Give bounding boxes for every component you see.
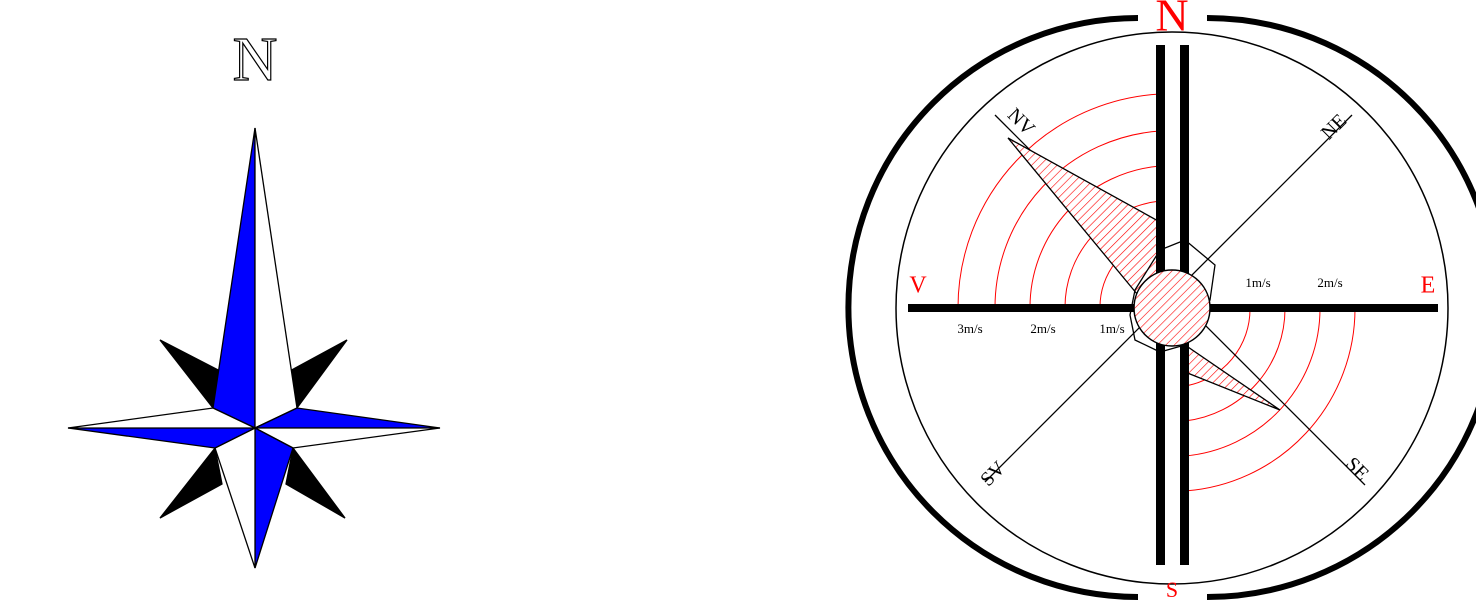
south-label: S — [1166, 577, 1178, 602]
nw-label: NV — [1003, 104, 1039, 140]
speed-label: 3m/s — [957, 321, 982, 336]
north-label: N — [233, 26, 278, 94]
compass-rose: N — [67, 26, 441, 569]
speed-label: 1m/s — [1245, 275, 1270, 290]
wind-rose: N S V E NV NE SV SE 3m/s 2m/s 1m/s 1m/s … — [845, 0, 1476, 602]
speed-label: 2m/s — [1030, 321, 1055, 336]
ne-label: NE — [1317, 110, 1351, 144]
north-label: N — [1155, 0, 1188, 41]
se-label: SE — [1341, 453, 1373, 485]
speed-label: 2m/s — [1317, 275, 1342, 290]
east-label: E — [1421, 273, 1436, 299]
speed-label: 1m/s — [1099, 321, 1124, 336]
west-label: V — [909, 273, 927, 299]
